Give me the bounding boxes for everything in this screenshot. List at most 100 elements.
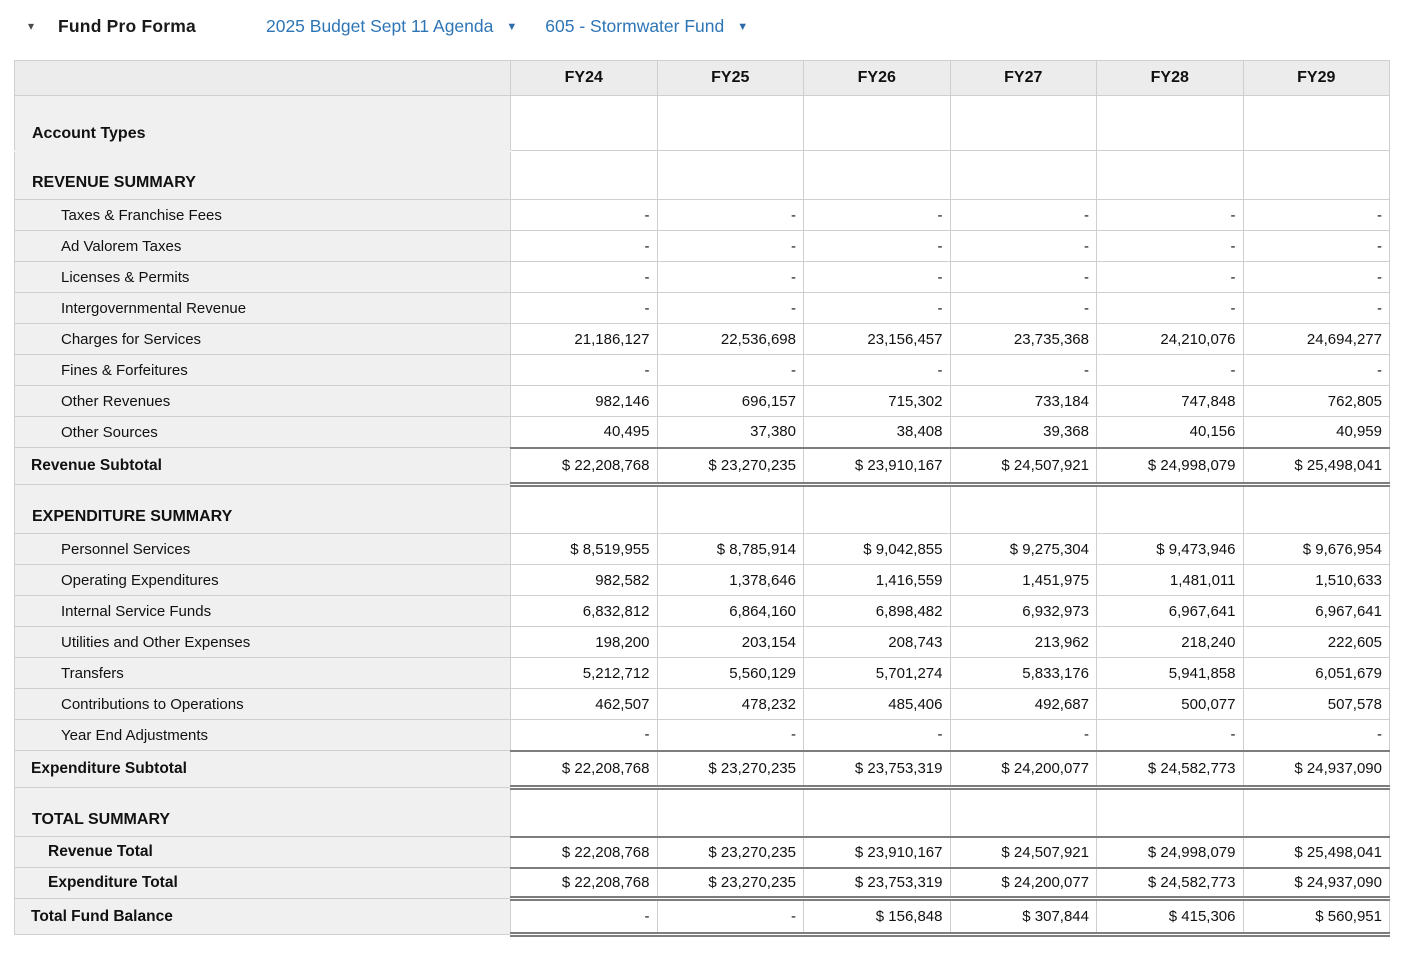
- column-header-fy25: FY25: [656, 60, 804, 96]
- cell-fy26: $ 23,910,167: [803, 446, 951, 487]
- cell-fy29: [1242, 484, 1390, 534]
- cell-fy29: 40,959: [1242, 416, 1390, 448]
- cell-fy28: -: [1096, 292, 1244, 324]
- cell-fy29: -: [1242, 199, 1390, 231]
- cell-fy24: -: [510, 719, 658, 751]
- budget-dropdown[interactable]: 2025 Budget Sept 11 Agenda ▼: [266, 16, 517, 37]
- cell-fy27: $ 24,507,921: [949, 835, 1097, 869]
- row-label: Fines & Forfeitures: [14, 354, 511, 386]
- cell-fy29: 507,578: [1242, 688, 1390, 720]
- column-header-fy27: FY27: [949, 60, 1097, 96]
- cell-fy29: -: [1242, 719, 1390, 751]
- cell-fy27: -: [949, 292, 1097, 324]
- table-row: Ad Valorem Taxes - - - - - -: [14, 230, 1390, 262]
- chevron-down-icon[interactable]: ▼: [506, 20, 518, 33]
- row-label: Account Types: [14, 95, 511, 152]
- cell-fy26: -: [803, 292, 951, 324]
- cell-fy25: 37,380: [656, 416, 804, 448]
- cell-fy24: 462,507: [510, 688, 658, 720]
- cell-fy28: [1096, 150, 1244, 200]
- cell-fy27: [949, 95, 1097, 151]
- cell-fy29: 1,510,633: [1242, 564, 1390, 596]
- cell-fy27: 492,687: [949, 688, 1097, 720]
- cell-fy27: $ 307,844: [949, 898, 1097, 937]
- cell-fy25: -: [656, 719, 804, 751]
- cell-fy28: $ 9,473,946: [1096, 533, 1244, 565]
- cell-fy28: [1096, 787, 1244, 837]
- fund-dropdown[interactable]: 605 - Stormwater Fund ▼: [545, 16, 748, 37]
- cell-fy29: 6,051,679: [1242, 657, 1390, 689]
- cell-fy27: $ 24,507,921: [949, 446, 1097, 487]
- cell-fy28: $ 24,582,773: [1096, 749, 1244, 790]
- budget-dropdown-label[interactable]: 2025 Budget Sept 11 Agenda: [265, 15, 494, 36]
- table-row: Revenue Subtotal $ 22,208,768 $ 23,270,235…: [14, 446, 1390, 487]
- cell-fy26: [803, 484, 951, 534]
- fund-pro-forma-table: FY24 FY25 FY26 FY27 FY28 FY29 Account Types RE…: [14, 60, 1390, 937]
- row-label: Year End Adjustments: [14, 719, 511, 751]
- cell-fy28: 40,156: [1096, 416, 1244, 448]
- cell-fy26: 38,408: [803, 416, 951, 448]
- cell-fy26: -: [803, 354, 951, 386]
- cell-fy26: $ 23,753,319: [803, 749, 951, 790]
- row-label: EXPENDITURE SUMMARY: [14, 484, 511, 534]
- cell-fy27: -: [949, 354, 1097, 386]
- cell-fy26: -: [803, 261, 951, 293]
- table-row: Other Sources 40,495 37,380 38,408 39,368 40,…: [14, 416, 1390, 448]
- cell-fy25: 478,232: [656, 688, 804, 720]
- cell-fy27: 5,833,176: [949, 657, 1097, 689]
- cell-fy26: $ 9,042,855: [803, 533, 951, 565]
- cell-fy24: $ 8,519,955: [510, 533, 658, 565]
- cell-fy29: -: [1242, 230, 1390, 262]
- cell-fy29: [1242, 95, 1390, 151]
- collapse-caret-icon[interactable]: ▾: [28, 19, 35, 33]
- cell-fy25: 6,864,160: [656, 595, 804, 627]
- cell-fy25: 203,154: [656, 626, 804, 658]
- cell-fy27: -: [949, 199, 1097, 231]
- row-label: Other Revenues: [14, 385, 511, 417]
- cell-fy25: -: [656, 199, 804, 231]
- row-label: TOTAL SUMMARY: [14, 787, 511, 837]
- cell-fy28: [1096, 484, 1244, 534]
- cell-fy28: 5,941,858: [1096, 657, 1244, 689]
- cell-fy29: -: [1242, 354, 1390, 386]
- table-header: FY24 FY25 FY26 FY27 FY28 FY29: [14, 60, 1390, 96]
- cell-fy28: 24,210,076: [1096, 323, 1244, 355]
- row-label: Licenses & Permits: [14, 261, 511, 293]
- cell-fy24: [510, 484, 658, 534]
- table-row: Personnel Services $ 8,519,955 $ 8,785,914…: [14, 533, 1390, 565]
- cell-fy29: $ 24,937,090: [1242, 749, 1390, 790]
- cell-fy27: 39,368: [949, 416, 1097, 448]
- cell-fy27: -: [949, 719, 1097, 751]
- cell-fy26: [803, 150, 951, 200]
- table-row: Revenue Total $ 22,208,768 $ 23,270,235 $ 2…: [14, 835, 1390, 869]
- row-label: Personnel Services: [14, 533, 511, 565]
- cell-fy26: $ 23,910,167: [803, 835, 951, 869]
- cell-fy28: -: [1096, 354, 1244, 386]
- table-row: Year End Adjustments - - - - - -: [14, 719, 1390, 751]
- table-row: Charges for Services 21,186,127 22,536,698…: [14, 323, 1390, 355]
- column-header-fy28: FY28: [1096, 60, 1244, 96]
- cell-fy27: 23,735,368: [949, 323, 1097, 355]
- cell-fy25: 22,536,698: [656, 323, 804, 355]
- row-label: Taxes & Franchise Fees: [14, 199, 511, 231]
- cell-fy28: -: [1096, 230, 1244, 262]
- column-header-row: FY24 FY25 FY26 FY27 FY28 FY29: [14, 60, 1390, 96]
- cell-fy28: 218,240: [1096, 626, 1244, 658]
- row-label: Transfers: [14, 657, 511, 689]
- cell-fy28: $ 415,306: [1096, 898, 1244, 937]
- fund-dropdown-label[interactable]: 605 - Stormwater Fund: [545, 15, 725, 36]
- table-row: Fines & Forfeitures - - - - - -: [14, 354, 1390, 386]
- cell-fy27: [949, 787, 1097, 837]
- cell-fy27: 1,451,975: [949, 564, 1097, 596]
- cell-fy29: -: [1242, 261, 1390, 293]
- table-row: Licenses & Permits - - - - - -: [14, 261, 1390, 293]
- cell-fy26: [803, 787, 951, 837]
- cell-fy28: 747,848: [1096, 385, 1244, 417]
- cell-fy27: $ 9,275,304: [949, 533, 1097, 565]
- cell-fy25: $ 23,270,235: [656, 446, 804, 487]
- cell-fy27: 733,184: [949, 385, 1097, 417]
- cell-fy25: 696,157: [656, 385, 804, 417]
- cell-fy25: 1,378,646: [656, 564, 804, 596]
- cell-fy28: 6,967,641: [1096, 595, 1244, 627]
- chevron-down-icon[interactable]: ▼: [737, 20, 749, 33]
